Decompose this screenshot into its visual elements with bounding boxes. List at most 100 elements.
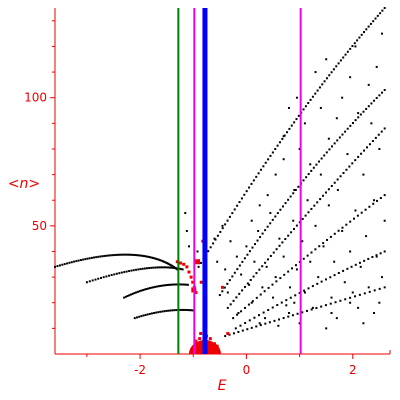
data-point — [357, 116, 360, 119]
data-point — [266, 258, 269, 261]
x-tick-label: 0 — [243, 363, 251, 377]
data-point — [173, 309, 176, 312]
data-point — [310, 308, 313, 311]
data-point — [134, 254, 137, 257]
data-point — [226, 306, 229, 309]
data-point — [68, 261, 71, 264]
data-point — [91, 279, 94, 282]
data-point — [295, 118, 298, 121]
data-point — [287, 315, 290, 318]
data-point — [255, 296, 258, 299]
data-point — [296, 312, 299, 315]
data-point — [339, 59, 342, 62]
data-point — [102, 276, 105, 279]
data-point — [133, 292, 136, 295]
data-point — [349, 47, 352, 50]
data-point — [293, 301, 296, 304]
data-point — [180, 283, 183, 286]
data-point — [354, 209, 357, 212]
highlight-point — [198, 337, 202, 341]
data-point — [157, 285, 160, 288]
data-point — [326, 238, 329, 241]
data-point — [239, 324, 242, 327]
data-point — [337, 62, 340, 65]
highlight-point — [194, 339, 198, 343]
data-point — [330, 296, 333, 299]
data-point — [153, 257, 156, 260]
data-point — [152, 256, 155, 259]
data-point — [282, 135, 285, 138]
data-point — [150, 266, 153, 269]
data-point — [271, 151, 274, 154]
data-point — [370, 122, 373, 125]
data-point — [251, 246, 254, 249]
data-point — [241, 329, 244, 332]
data-point — [319, 173, 322, 176]
data-point — [313, 204, 316, 207]
data-point — [381, 32, 384, 35]
data-point — [315, 307, 318, 310]
data-point — [136, 254, 139, 257]
data-point — [108, 274, 111, 277]
data-point — [61, 263, 64, 266]
data-point — [262, 165, 265, 168]
data-point — [144, 313, 147, 316]
data-point — [357, 306, 360, 309]
data-point — [135, 268, 138, 271]
data-point — [363, 31, 366, 34]
data-point — [297, 185, 300, 188]
data-point — [284, 202, 287, 205]
data-point — [268, 321, 271, 324]
data-point — [170, 266, 173, 269]
data-point — [367, 25, 370, 28]
data-point — [231, 212, 234, 215]
data-point — [221, 224, 224, 227]
data-point — [378, 147, 381, 150]
data-point — [304, 105, 307, 108]
data-point — [354, 119, 357, 122]
data-point — [278, 318, 281, 321]
data-point — [283, 273, 286, 276]
data-point — [259, 168, 262, 171]
data-point — [368, 290, 371, 293]
data-point — [139, 268, 142, 271]
data-point — [349, 296, 352, 299]
data-point — [359, 113, 362, 116]
data-point — [266, 225, 269, 228]
data-point — [327, 188, 330, 191]
data-point — [365, 146, 368, 149]
highlight-point — [182, 262, 186, 266]
data-point — [75, 260, 78, 263]
data-point — [155, 311, 158, 314]
data-point — [331, 145, 334, 148]
data-point — [373, 289, 376, 292]
data-point — [167, 266, 170, 269]
data-point — [79, 259, 82, 262]
data-point — [221, 227, 224, 230]
data-point — [264, 322, 267, 325]
data-point — [322, 194, 325, 197]
data-point — [281, 241, 284, 244]
data-point — [327, 204, 330, 207]
data-point — [243, 193, 246, 196]
highlight-point — [191, 280, 195, 284]
data-point — [223, 286, 226, 289]
data-point — [333, 274, 336, 277]
data-point — [362, 322, 365, 325]
data-point — [316, 282, 319, 285]
data-point — [88, 257, 91, 260]
data-point — [243, 306, 246, 309]
data-point — [157, 311, 160, 314]
data-point — [360, 33, 363, 36]
data-point — [305, 309, 308, 312]
data-point — [267, 286, 270, 289]
data-point — [148, 267, 151, 270]
data-point — [84, 258, 87, 261]
data-point — [258, 268, 261, 271]
data-point — [363, 259, 366, 262]
data-point — [88, 280, 91, 283]
data-point — [170, 264, 173, 267]
data-point — [312, 166, 315, 169]
data-point — [138, 315, 141, 318]
data-point — [236, 268, 239, 271]
